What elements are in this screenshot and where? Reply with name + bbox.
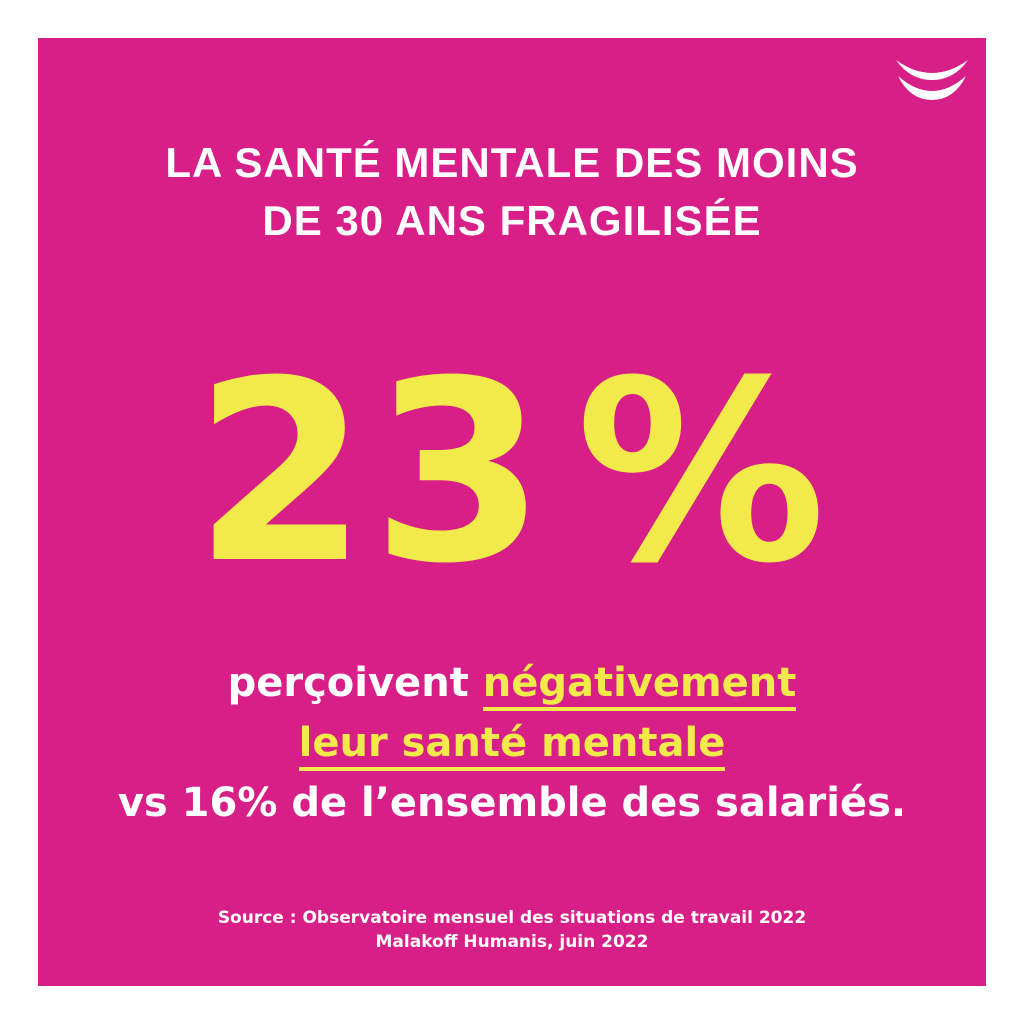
description-line-1: perçoivent négativement: [38, 653, 986, 713]
headline-line-2: DE 30 ANS FRAGILISÉE: [262, 197, 762, 244]
statistic-number: 23: [193, 327, 550, 618]
infographic-card: LA SANTÉ MENTALE DES MOINS DE 30 ANS FRA…: [38, 38, 986, 986]
description-line-2: leur santé mentale: [38, 713, 986, 773]
statistic-value: 23%: [38, 343, 986, 603]
description-comparison: vs 16% de l’ensemble des salariés.: [117, 780, 907, 826]
statistic-unit: %: [575, 327, 831, 618]
source-citation: Source : Observatoire mensuel des situat…: [38, 906, 986, 954]
smile-arcs-icon: [896, 60, 968, 100]
source-line-1: Source : Observatoire mensuel des situat…: [217, 908, 807, 928]
headline-line-1: LA SANTÉ MENTALE DES MOINS: [165, 139, 859, 186]
headline: LA SANTÉ MENTALE DES MOINS DE 30 ANS FRA…: [38, 134, 986, 250]
highlight-negativement: négativement: [482, 660, 797, 711]
statistic-description: perçoivent négativement leur santé menta…: [38, 653, 986, 833]
description-prefix: perçoivent: [227, 660, 483, 706]
highlight-sante-mentale: leur santé mentale: [298, 720, 726, 771]
source-line-2: Malakoff Humanis, juin 2022: [375, 932, 649, 952]
